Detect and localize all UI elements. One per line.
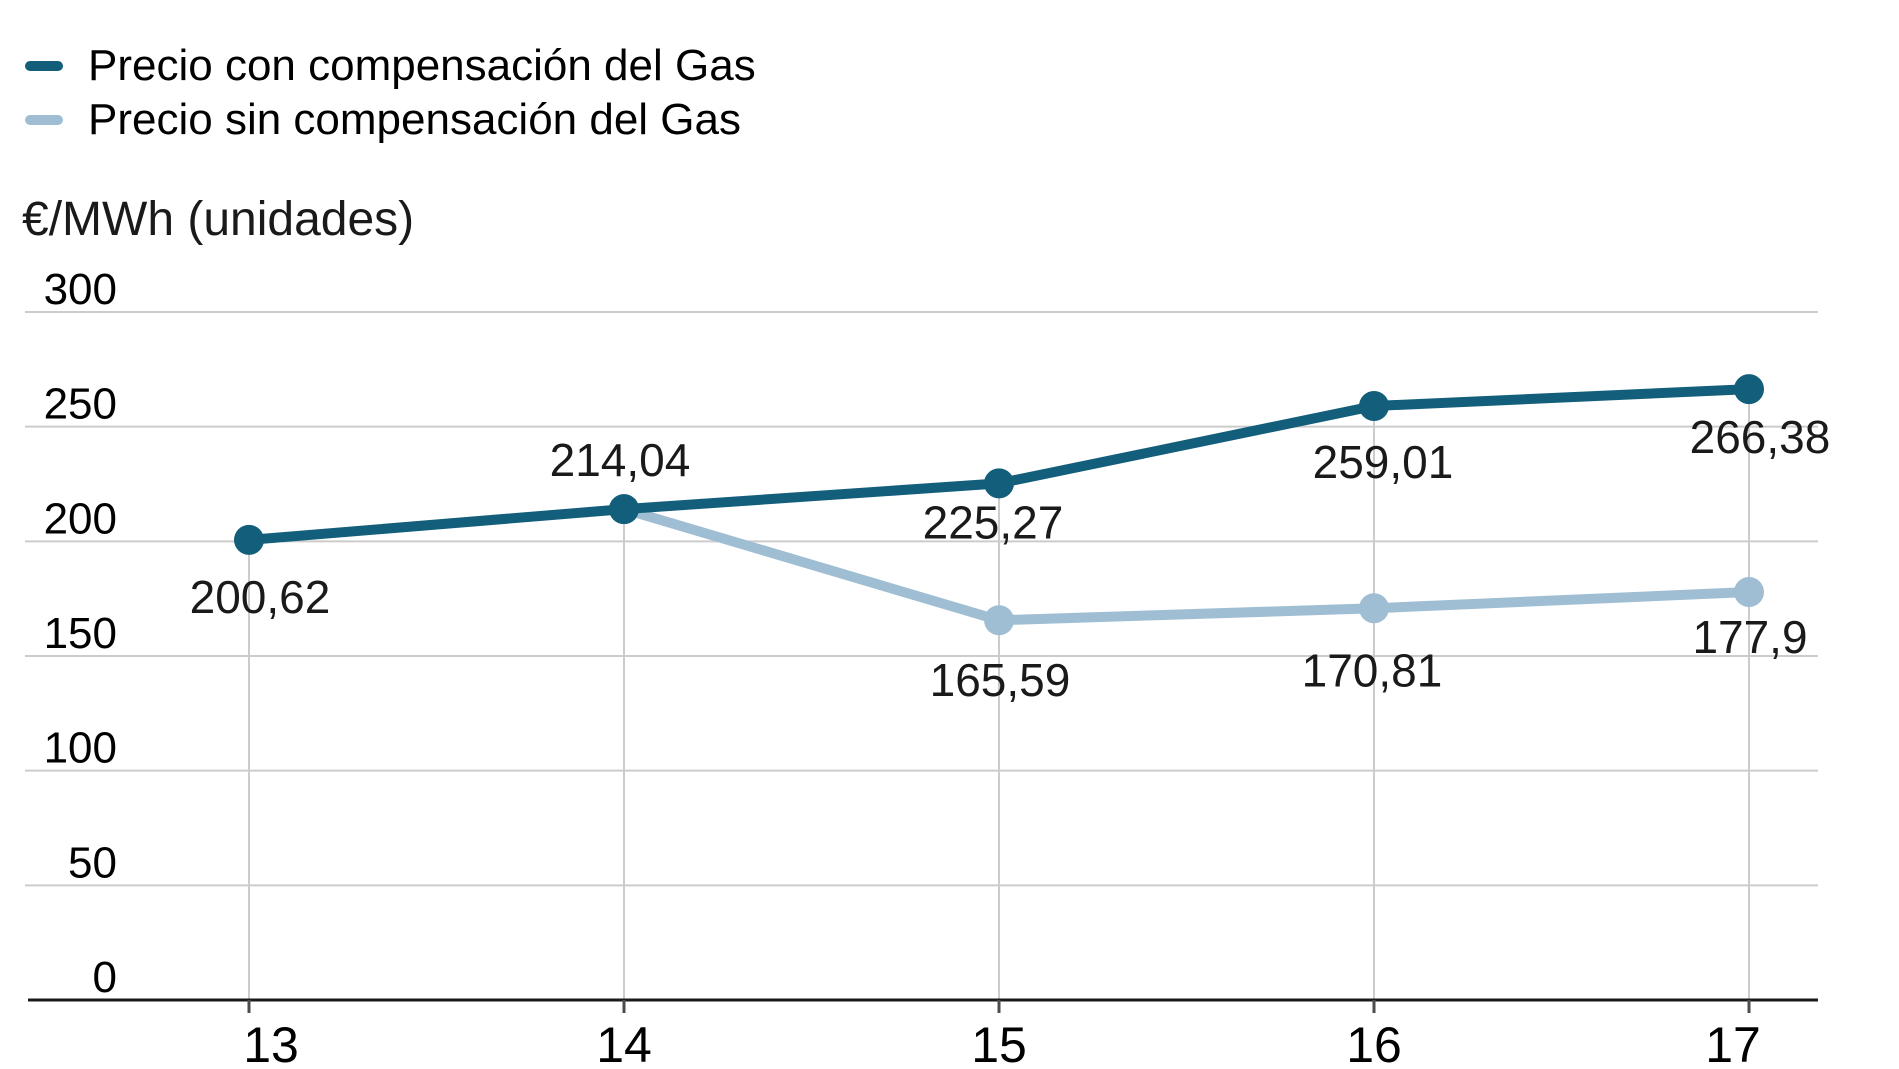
data-label: 165,59: [930, 654, 1071, 706]
data-point-marker[interactable]: [1734, 577, 1764, 608]
x-axis-tick-label: 14: [596, 1017, 652, 1069]
legend-item-precio-sin-compensacion[interactable]: Precio sin compensación del Gas: [25, 93, 756, 146]
y-axis-tick-label: 100: [44, 724, 117, 773]
legend-item-label: Precio con compensación del Gas: [88, 41, 756, 90]
y-axis-tick-label: 0: [93, 953, 117, 1002]
legend-item-label: Precio sin compensación del Gas: [88, 95, 741, 144]
y-axis-tick-label: 50: [68, 838, 117, 887]
legend-line-swatch-icon: [25, 114, 63, 125]
legend-line-swatch-icon: [25, 60, 63, 71]
data-point-marker[interactable]: [234, 524, 264, 555]
data-point-marker[interactable]: [984, 605, 1014, 636]
y-axis-tick-label: 150: [44, 609, 117, 658]
data-label: 177,9: [1692, 611, 1807, 663]
data-label: 200,62: [190, 571, 331, 623]
legend-item-precio-con-compensacion[interactable]: Precio con compensación del Gas: [25, 39, 756, 92]
data-point-marker[interactable]: [984, 468, 1014, 499]
y-axis-title: €/MWh (unidades): [22, 193, 415, 246]
data-label: 225,27: [923, 496, 1064, 548]
data-point-marker[interactable]: [1359, 593, 1389, 624]
x-axis-tick-label: 15: [971, 1017, 1027, 1069]
y-axis-tick-label: 300: [44, 265, 117, 314]
data-label: 266,38: [1690, 411, 1831, 463]
y-axis-tick-label: 250: [44, 380, 117, 429]
x-axis-tick-label: 16: [1346, 1017, 1402, 1069]
data-point-marker[interactable]: [1734, 374, 1764, 405]
data-point-marker[interactable]: [609, 494, 639, 525]
data-label: 170,81: [1302, 644, 1443, 696]
series-line-sin-compensacion: [619, 504, 1754, 626]
data-point-marker[interactable]: [1359, 391, 1389, 422]
x-axis-tick-label: 17: [1705, 1017, 1761, 1069]
data-label: 214,04: [550, 434, 691, 486]
x-axis-tick-label: 13: [243, 1017, 299, 1069]
data-label: 259,01: [1313, 436, 1454, 488]
chart-legend: Precio con compensación del Gas Precio s…: [25, 39, 756, 146]
y-axis-tick-label: 200: [44, 494, 117, 543]
